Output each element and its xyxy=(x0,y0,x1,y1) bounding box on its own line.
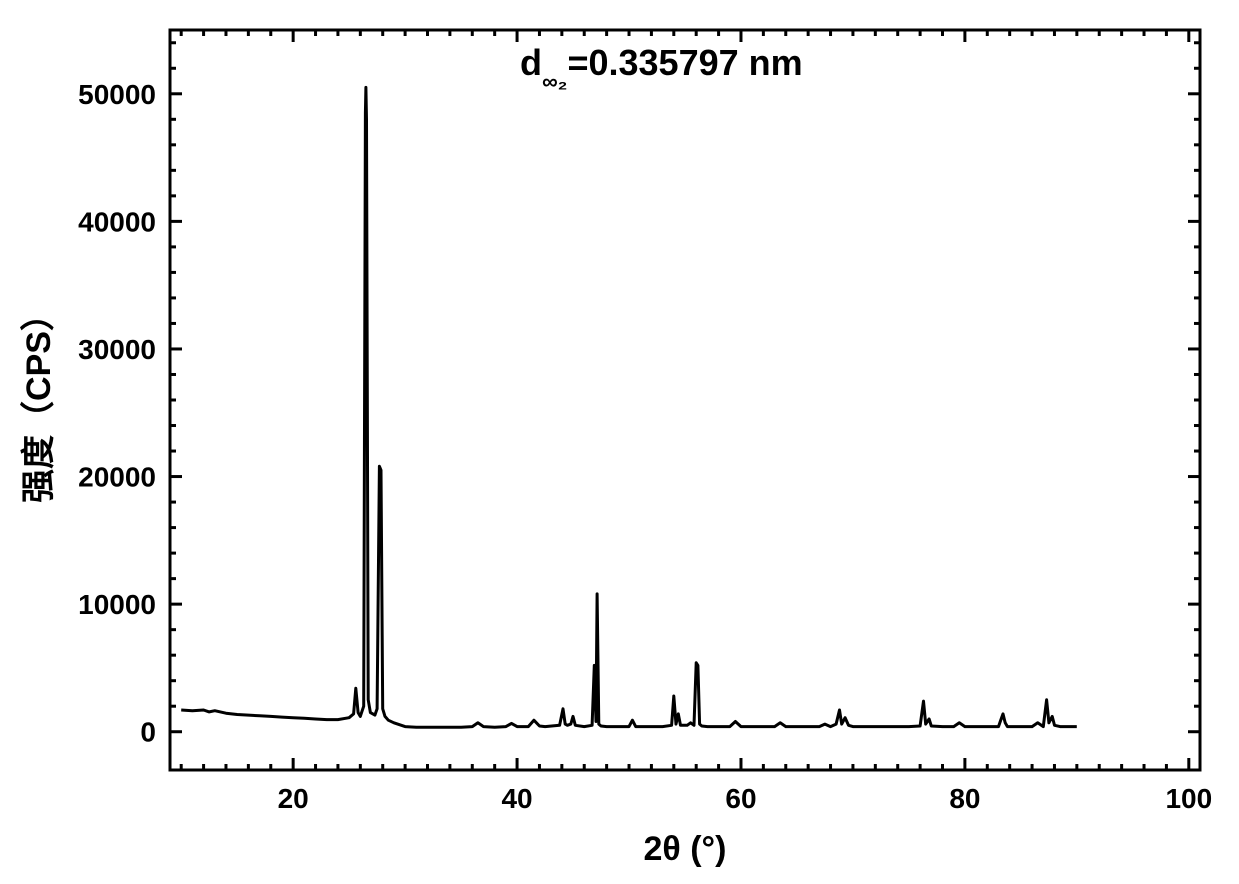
x-tick-label: 80 xyxy=(949,783,980,814)
annotation-prefix: d xyxy=(520,42,542,83)
x-tick-label: 40 xyxy=(501,783,532,814)
y-tick-label: 0 xyxy=(140,717,156,748)
chart-svg: 20 40 60 80 100 0 10000 20000 30000 40000 50000 2θ … xyxy=(0,0,1239,884)
xrd-trace xyxy=(181,87,1077,727)
annotation-subscript: ∞₂ xyxy=(542,69,567,94)
y-tick-label: 30000 xyxy=(78,334,156,365)
x-tick-label: 100 xyxy=(1165,783,1212,814)
y-tick-label: 20000 xyxy=(78,462,156,493)
y-tick-label: 50000 xyxy=(78,79,156,110)
xrd-chart: 20 40 60 80 100 0 10000 20000 30000 40000 50000 2θ … xyxy=(0,0,1239,884)
y-tick-label: 10000 xyxy=(78,589,156,620)
plot-frame xyxy=(170,30,1200,770)
x-tick-label: 60 xyxy=(725,783,756,814)
x-tick-label: 20 xyxy=(278,783,309,814)
annotation-suffix: =0.335797 nm xyxy=(567,42,802,83)
peak-annotation: d∞₂=0.335797 nm xyxy=(520,42,803,94)
x-axis-label: 2θ (°) xyxy=(644,830,727,868)
y-axis-label: 强度（CPS） xyxy=(19,297,58,503)
y-tick-label: 40000 xyxy=(78,206,156,237)
